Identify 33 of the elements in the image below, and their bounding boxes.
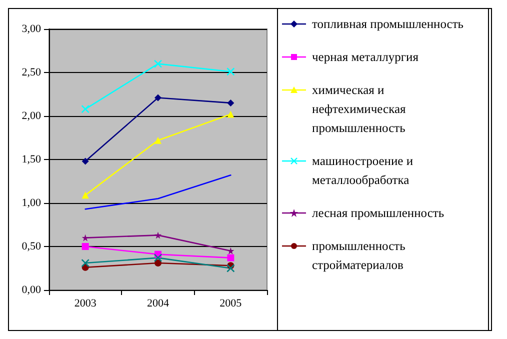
y-tick-label: 1,00: [22, 197, 42, 209]
point: [226, 264, 235, 272]
legend-label: химическая и нефтехимическая промышленность: [312, 82, 407, 137]
point: [154, 60, 162, 68]
y-tick-label: 2,00: [22, 110, 42, 122]
point: [154, 136, 162, 144]
y-tick-label: 3,00: [22, 23, 42, 35]
x-tick-label: 2004: [147, 298, 170, 310]
point: [154, 260, 162, 267]
y-tick-label: 1,50: [22, 154, 42, 166]
legend-label: машиностроение и металлообработка: [312, 153, 414, 189]
point: [154, 254, 162, 262]
point: [154, 94, 162, 102]
point: [226, 67, 235, 76]
point: [81, 104, 90, 114]
point: [154, 232, 162, 239]
legend-label: топливная промышленность: [312, 16, 464, 33]
point: [82, 192, 89, 199]
x-tick-label: 2005: [220, 298, 242, 310]
point: [82, 158, 89, 165]
y-tick-label: 0,00: [22, 284, 42, 296]
point: [227, 99, 234, 106]
legend-label: черная металлургия: [312, 49, 418, 66]
legend-label: промышленность стройматериалов: [312, 238, 406, 274]
point: [82, 243, 89, 250]
point: [81, 258, 90, 268]
point: [82, 234, 89, 242]
point: [227, 110, 234, 118]
legend-label: лесная промышленность: [312, 205, 444, 222]
x-tick-label: 2003: [74, 298, 97, 310]
point: [227, 254, 234, 262]
y-tick-label: 0,50: [22, 240, 42, 252]
y-tick-label: 2,50: [22, 66, 42, 78]
